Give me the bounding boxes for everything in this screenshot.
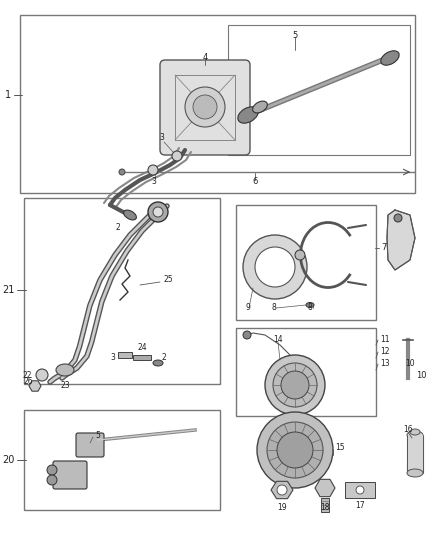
FancyBboxPatch shape	[160, 60, 250, 155]
Text: 14: 14	[273, 335, 283, 344]
Ellipse shape	[407, 431, 423, 439]
Bar	[24, 410, 220, 510]
Text: 11: 11	[380, 335, 389, 344]
Circle shape	[193, 95, 217, 119]
Bar	[228, 25, 410, 155]
Text: 5: 5	[95, 431, 100, 440]
Ellipse shape	[381, 51, 399, 65]
Text: 16: 16	[403, 425, 413, 434]
Circle shape	[47, 475, 57, 485]
Circle shape	[148, 165, 158, 175]
Polygon shape	[29, 381, 41, 391]
FancyBboxPatch shape	[76, 433, 104, 457]
Bar	[118, 352, 132, 358]
Circle shape	[255, 247, 295, 287]
Text: 12: 12	[380, 348, 389, 357]
Circle shape	[148, 202, 168, 222]
Circle shape	[356, 486, 364, 494]
Text: 20: 20	[2, 455, 14, 465]
Ellipse shape	[124, 210, 136, 220]
Ellipse shape	[153, 360, 163, 366]
Text: 9: 9	[245, 303, 250, 312]
Circle shape	[277, 485, 287, 495]
Circle shape	[257, 412, 333, 488]
Ellipse shape	[253, 101, 267, 113]
Ellipse shape	[407, 469, 423, 477]
Circle shape	[153, 207, 163, 217]
Text: 8: 8	[308, 303, 313, 312]
Text: 3: 3	[110, 353, 115, 362]
Text: 15: 15	[335, 442, 345, 451]
Bar	[236, 328, 376, 416]
Ellipse shape	[238, 107, 258, 123]
Circle shape	[265, 355, 325, 415]
Text: 24: 24	[138, 343, 148, 351]
Text: 2: 2	[115, 222, 120, 231]
Text: 5: 5	[293, 30, 298, 39]
Text: 6: 6	[252, 177, 258, 187]
Ellipse shape	[56, 364, 74, 376]
Text: 8: 8	[272, 303, 277, 312]
Text: 17: 17	[355, 500, 365, 510]
Circle shape	[185, 87, 225, 127]
Circle shape	[273, 363, 317, 407]
Text: 22: 22	[22, 370, 32, 379]
Bar	[133, 355, 151, 360]
Text: 18: 18	[320, 504, 330, 513]
Text: 7: 7	[381, 244, 386, 253]
Circle shape	[47, 465, 57, 475]
Text: 10: 10	[416, 370, 427, 379]
Text: 25: 25	[163, 276, 173, 285]
Circle shape	[277, 432, 313, 468]
Bar	[20, 15, 415, 193]
Bar	[236, 205, 376, 320]
Text: 21: 21	[2, 285, 14, 295]
Bar	[345, 482, 375, 498]
Text: 23: 23	[60, 381, 70, 390]
Circle shape	[36, 369, 48, 381]
FancyBboxPatch shape	[53, 461, 87, 489]
Circle shape	[394, 214, 402, 222]
Text: 4: 4	[202, 52, 208, 61]
Text: 2: 2	[162, 353, 167, 362]
Polygon shape	[271, 481, 293, 499]
Text: 13: 13	[380, 359, 390, 368]
Circle shape	[243, 235, 307, 299]
Text: 3: 3	[151, 177, 156, 187]
Circle shape	[281, 371, 309, 399]
Ellipse shape	[306, 303, 314, 308]
Polygon shape	[407, 435, 423, 473]
Bar	[24, 198, 220, 384]
Text: 1: 1	[5, 90, 11, 100]
Bar	[321, 498, 329, 512]
Circle shape	[243, 331, 251, 339]
Circle shape	[119, 169, 125, 175]
Polygon shape	[387, 210, 415, 270]
Text: 3: 3	[159, 133, 164, 142]
Text: 26: 26	[23, 377, 33, 386]
Circle shape	[267, 422, 323, 478]
Circle shape	[172, 151, 182, 161]
Circle shape	[295, 250, 305, 260]
Text: 19: 19	[277, 504, 287, 513]
Text: 10: 10	[405, 359, 415, 367]
Ellipse shape	[410, 429, 420, 435]
Polygon shape	[315, 479, 335, 497]
